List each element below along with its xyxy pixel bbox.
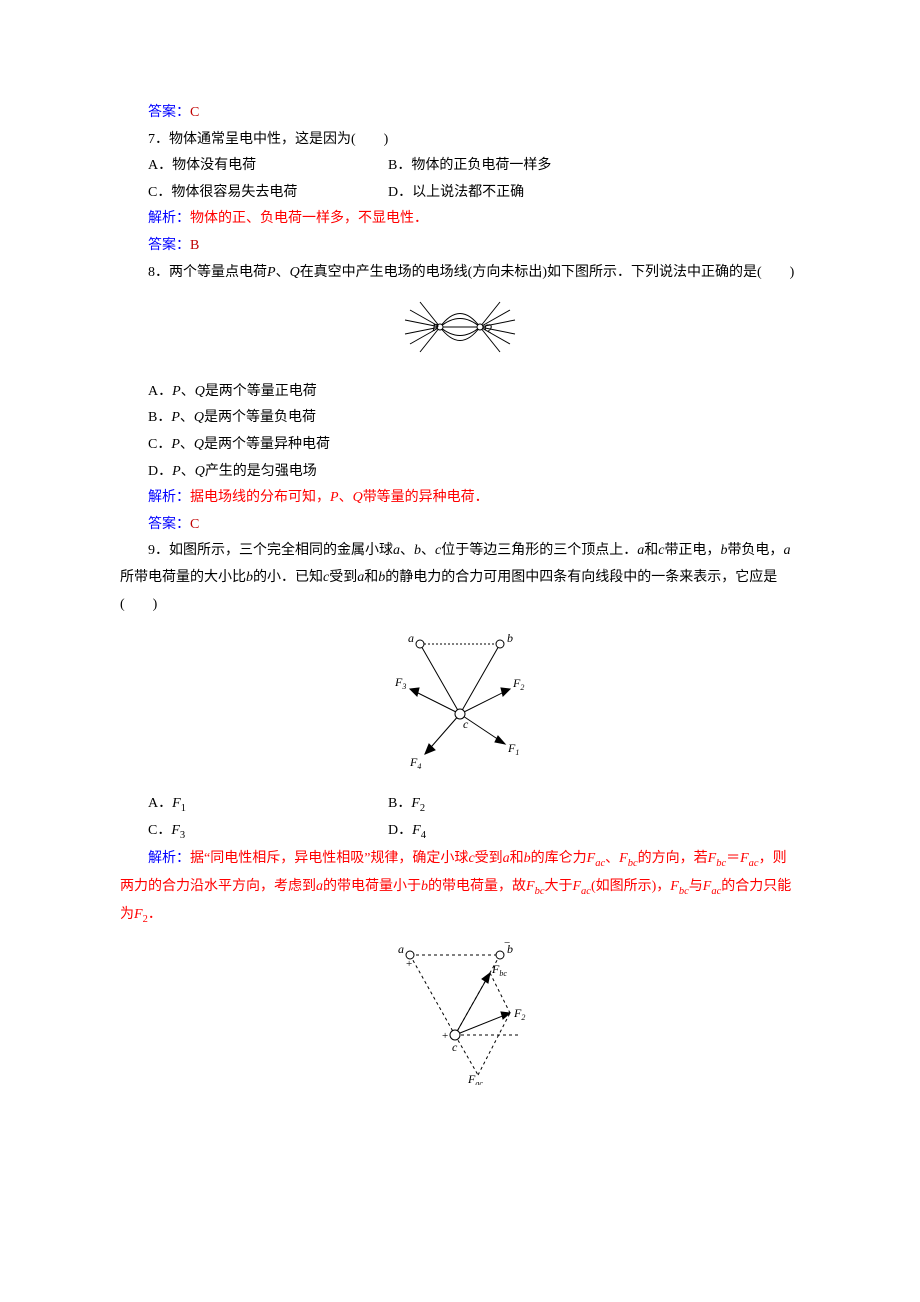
q7-answer: 答案：B <box>120 233 800 260</box>
svg-text:F1: F1 <box>507 741 519 757</box>
explain-label: 解析： <box>148 211 190 226</box>
svg-text:F2: F2 <box>513 1006 525 1022</box>
q6-answer: 答案：C <box>120 100 800 127</box>
explain-label: 解析： <box>148 851 190 866</box>
field-lines-diagram: P Q <box>390 292 530 362</box>
q9-optD: D．F4 <box>388 818 426 846</box>
explain-text: 物体的正、负电荷一样多，不显电性． <box>190 211 428 226</box>
force-resolution-diagram: a + b − + c Fbc F2 Fac <box>370 935 550 1085</box>
q7-stem: 7．物体通常呈电中性，这是因为( ) <box>120 127 800 154</box>
q9-optA: A．F1 <box>148 791 388 819</box>
explain-label: 解析： <box>148 490 190 505</box>
q9-options-row2: C．F3 D．F4 <box>120 818 800 846</box>
svg-text:+: + <box>406 958 412 970</box>
svg-text:−: − <box>504 937 510 949</box>
svg-text:c: c <box>452 1040 458 1054</box>
answer-value: B <box>190 238 199 253</box>
answer-label: 答案： <box>148 105 190 120</box>
q8-explanation: 解析：据电场线的分布可知，P、Q带等量的异种电荷． <box>120 485 800 512</box>
answer-label: 答案： <box>148 517 190 532</box>
svg-text:+: + <box>442 1030 448 1042</box>
svg-text:a: a <box>398 942 404 956</box>
svg-text:F3: F3 <box>394 675 406 691</box>
q9-optB: B．F2 <box>388 791 425 819</box>
q8-optD: D．P、Q产生的是匀强电场 <box>120 459 800 486</box>
q7-optB: B．物体的正负电荷一样多 <box>388 153 551 180</box>
svg-text:a: a <box>408 631 414 645</box>
page: 答案：C 7．物体通常呈电中性，这是因为( ) A．物体没有电荷 B．物体的正负… <box>0 0 920 1302</box>
svg-text:Fac: Fac <box>467 1072 483 1085</box>
q9-stem: 9．如图所示，三个完全相同的金属小球a、b、c位于等边三角形的三个顶点上．a和c… <box>120 538 800 618</box>
q7-options-row2: C．物体很容易失去电荷 D．以上说法都不正确 <box>120 180 800 207</box>
svg-text:b: b <box>507 631 513 645</box>
svg-text:c: c <box>463 717 469 731</box>
q7-optA: A．物体没有电荷 <box>148 153 388 180</box>
q7-explanation: 解析：物体的正、负电荷一样多，不显电性． <box>120 206 800 233</box>
label-Q: Q <box>484 322 492 334</box>
svg-text:Fbc: Fbc <box>491 962 507 978</box>
q9-explanation: 解析：据“同电性相斥，异电性相吸”规律，确定小球c受到a和b的库仑力Fac、Fb… <box>120 846 800 929</box>
answer-value: C <box>190 517 199 532</box>
q7-options-row1: A．物体没有电荷 B．物体的正负电荷一样多 <box>120 153 800 180</box>
q8-optC: C．P、Q是两个等量异种电荷 <box>120 432 800 459</box>
answer-label: 答案： <box>148 238 190 253</box>
q7-optC: C．物体很容易失去电荷 <box>148 180 388 207</box>
q9-optC: C．F3 <box>148 818 388 846</box>
q7-optD: D．以上说法都不正确 <box>388 180 524 207</box>
q9-figure2: a + b − + c Fbc F2 Fac <box>120 935 800 1096</box>
q8-optB: B．P、Q是两个等量负电荷 <box>120 405 800 432</box>
q8-figure: P Q <box>120 292 800 373</box>
svg-text:F4: F4 <box>409 755 421 771</box>
q9-options-row1: A．F1 B．F2 <box>120 791 800 819</box>
q9-figure1: a b c F1 F2 F3 F4 <box>120 624 800 785</box>
svg-text:F2: F2 <box>512 676 524 692</box>
triangle-forces-diagram: a b c F1 F2 F3 F4 <box>375 624 545 774</box>
q8-optA: A．P、Q是两个等量正电荷 <box>120 379 800 406</box>
q8-stem: 8．两个等量点电荷P、Q在真空中产生电场的电场线(方向未标出)如下图所示．下列说… <box>120 260 800 287</box>
q8-answer: 答案：C <box>120 512 800 539</box>
label-P: P <box>431 322 439 334</box>
answer-value: C <box>190 105 199 120</box>
